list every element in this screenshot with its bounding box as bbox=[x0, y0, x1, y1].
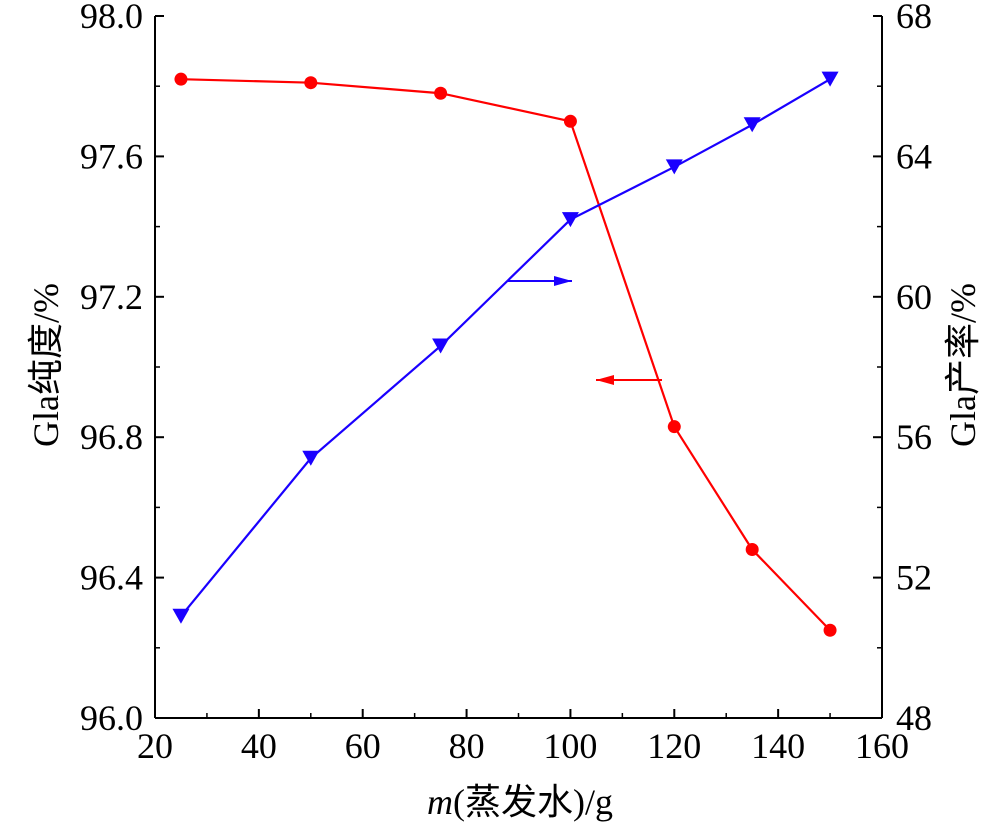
series-right-point bbox=[432, 338, 450, 354]
x-tick-label: 120 bbox=[647, 726, 701, 766]
x-tick-label: 140 bbox=[751, 726, 805, 766]
series-left-point bbox=[823, 623, 837, 637]
x-axis-title-rest: (蒸发水)/g bbox=[453, 782, 613, 822]
x-axis-title: m(蒸发水)/g bbox=[427, 782, 613, 822]
y-right-tick-label: 68 bbox=[896, 0, 932, 36]
y-right-tick-label: 48 bbox=[896, 698, 932, 738]
x-tick-label: 60 bbox=[345, 726, 381, 766]
y-right-tick-label: 56 bbox=[896, 417, 932, 457]
series-right-point bbox=[561, 212, 579, 228]
series-left-line bbox=[180, 78, 831, 632]
series-right-point bbox=[302, 450, 320, 466]
left-axis-arrow-head bbox=[596, 375, 614, 385]
y-left-axis-title: Gla纯度/% bbox=[26, 283, 66, 447]
series-left-point bbox=[304, 76, 318, 90]
y-right-axis-title: Gla产率/% bbox=[943, 283, 983, 447]
y-left-tick-label: 97.2 bbox=[80, 277, 143, 317]
x-tick-label: 20 bbox=[137, 726, 173, 766]
axes: 20 40 60 80 100 120 140 160 96.0 96.4 96.8 97.2 97.6… bbox=[80, 0, 932, 766]
y-left-tick-label: 96.8 bbox=[80, 417, 143, 457]
series-left-point bbox=[667, 420, 681, 434]
y-left-tick-label: 96.4 bbox=[80, 558, 143, 598]
y-left-tick-label: 97.6 bbox=[80, 136, 143, 176]
y-right-tick-label: 60 bbox=[896, 277, 932, 317]
series-right-line bbox=[180, 78, 831, 617]
series-left-point bbox=[563, 114, 577, 128]
x-tick-label: 160 bbox=[855, 726, 909, 766]
y-left-tick-label: 98.0 bbox=[80, 0, 143, 36]
series-left-point bbox=[434, 86, 448, 100]
series-left-point bbox=[174, 72, 188, 86]
series-right-point bbox=[665, 159, 683, 175]
series-right-point bbox=[172, 608, 190, 624]
right-axis-arrow-head bbox=[554, 276, 572, 286]
series-left-point bbox=[745, 543, 759, 557]
x-tick-label: 40 bbox=[241, 726, 277, 766]
labels-layer: Gla纯度/% Gla产率/% m(蒸发水)/g bbox=[26, 283, 983, 822]
y-left-tick-label: 96.0 bbox=[80, 698, 143, 738]
y-right-tick-label: 64 bbox=[896, 136, 932, 176]
series-right-point bbox=[821, 71, 839, 87]
y-right-tick-label: 52 bbox=[896, 558, 932, 598]
series-layer bbox=[172, 71, 839, 637]
series-right-point bbox=[743, 117, 761, 133]
annotation-layer bbox=[507, 276, 662, 385]
x-tick-label: 80 bbox=[449, 726, 485, 766]
x-axis-title-var: m bbox=[427, 782, 453, 822]
x-tick-label: 100 bbox=[543, 726, 597, 766]
